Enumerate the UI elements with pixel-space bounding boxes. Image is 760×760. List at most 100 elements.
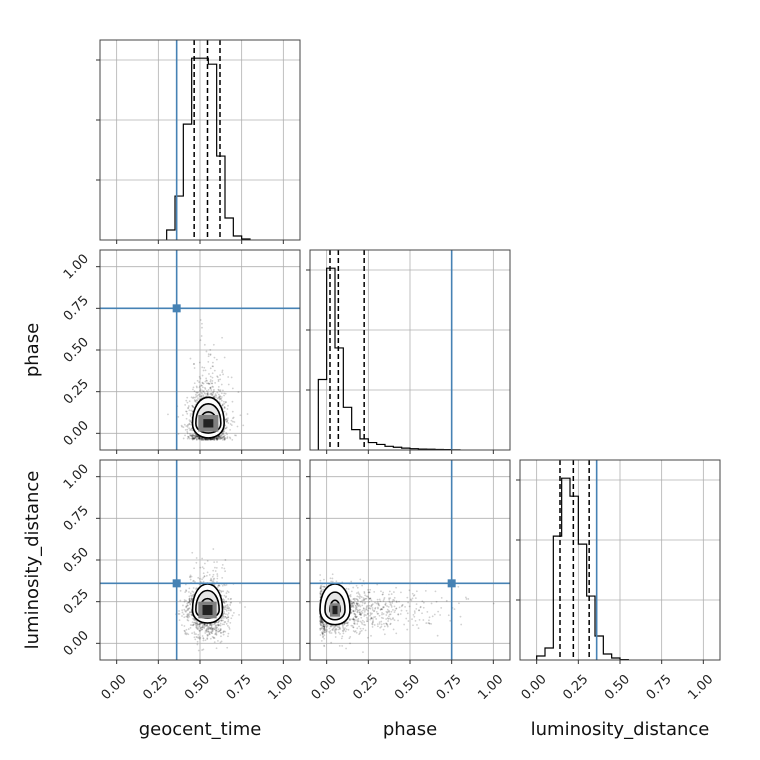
sample-point — [193, 619, 196, 622]
sample-point — [389, 617, 391, 620]
sample-point — [359, 612, 362, 615]
sample-point — [358, 633, 361, 636]
sample-point — [210, 393, 213, 396]
sample-point — [393, 591, 395, 593]
sample-point — [415, 607, 418, 610]
sample-point — [400, 605, 403, 608]
sample-point — [226, 646, 229, 649]
sample-point — [212, 438, 215, 441]
sample-point — [197, 393, 200, 396]
sample-point — [214, 394, 217, 397]
sample-point — [200, 395, 202, 398]
sample-point — [201, 386, 204, 389]
sample-point — [355, 631, 358, 634]
sample-point — [392, 618, 394, 620]
sample-point — [371, 626, 374, 628]
sample-point — [204, 386, 206, 389]
y-tick-label: 0.00 — [61, 418, 92, 449]
sample-point — [321, 585, 324, 588]
sample-point — [225, 418, 228, 421]
sample-point — [216, 437, 218, 439]
sample-point — [390, 604, 393, 607]
sample-point — [212, 569, 215, 572]
sample-point — [391, 602, 394, 604]
histogram-bar — [545, 648, 553, 660]
sample-point — [358, 611, 361, 614]
sample-point — [362, 579, 365, 582]
sample-point — [224, 606, 227, 609]
sample-point — [370, 617, 372, 620]
sample-point — [371, 609, 374, 611]
sample-point — [197, 437, 200, 440]
sample-point — [218, 435, 221, 438]
sample-point — [370, 617, 373, 620]
sample-point — [359, 630, 362, 633]
sample-point — [195, 626, 198, 629]
sample-point — [333, 629, 336, 631]
sample-point — [209, 375, 212, 378]
sample-point — [216, 561, 218, 563]
sample-point — [192, 433, 195, 436]
sample-point — [224, 615, 227, 618]
sample-point — [363, 621, 366, 623]
y-tick-label: 1.00 — [61, 461, 92, 492]
sample-point — [206, 635, 209, 637]
histogram-bar — [603, 654, 611, 660]
sample-point — [339, 633, 341, 635]
sample-point — [227, 616, 230, 618]
sample-point — [190, 575, 193, 578]
scatter-panel-phase-vs-luminosity_distance: 0.00 0.25 0.50 0.75 1.00 — [306, 459, 511, 703]
sample-point — [387, 611, 389, 613]
sample-point — [372, 618, 374, 620]
sample-point — [205, 438, 207, 441]
sample-point — [357, 591, 360, 594]
sample-point — [320, 584, 323, 587]
sample-point — [346, 622, 349, 625]
sample-point — [217, 393, 220, 396]
sample-point — [352, 618, 355, 621]
sample-point — [365, 605, 368, 608]
sample-point — [209, 623, 212, 626]
sample-point — [453, 608, 456, 611]
sample-point — [352, 601, 355, 604]
sample-point — [216, 436, 218, 439]
sample-point — [217, 385, 220, 388]
sample-point — [323, 630, 326, 632]
sample-point — [350, 600, 353, 603]
sample-point — [195, 391, 198, 394]
sample-point — [380, 616, 383, 619]
sample-point — [373, 609, 376, 612]
sample-point — [334, 628, 337, 630]
histogram-bar — [562, 478, 570, 660]
sample-point — [363, 623, 365, 626]
sample-point — [209, 380, 212, 383]
sample-point — [214, 628, 216, 631]
x-tick-label: 1.00 — [475, 672, 506, 703]
sample-point — [198, 395, 201, 398]
sample-point — [384, 603, 387, 606]
sample-point — [194, 623, 197, 625]
sample-point — [333, 626, 336, 629]
sample-point — [229, 601, 232, 604]
sample-point — [190, 434, 193, 437]
sample-point — [212, 392, 215, 394]
sample-point — [321, 590, 324, 593]
sample-point — [179, 599, 182, 602]
sample-point — [216, 577, 219, 580]
sample-point — [354, 630, 357, 632]
sample-point — [366, 636, 369, 639]
sample-point — [227, 417, 229, 420]
sample-point — [321, 620, 323, 622]
sample-point — [203, 626, 205, 629]
sample-point — [200, 394, 203, 397]
histogram-bar — [192, 58, 200, 240]
sample-point — [198, 437, 201, 440]
sample-point — [389, 623, 392, 626]
sample-point — [376, 625, 379, 628]
sample-point — [216, 375, 219, 378]
x-tick-label: 0.00 — [309, 672, 340, 703]
sample-point — [210, 577, 212, 580]
sample-point — [207, 627, 210, 630]
sample-point — [188, 422, 191, 425]
sample-point — [356, 610, 359, 613]
